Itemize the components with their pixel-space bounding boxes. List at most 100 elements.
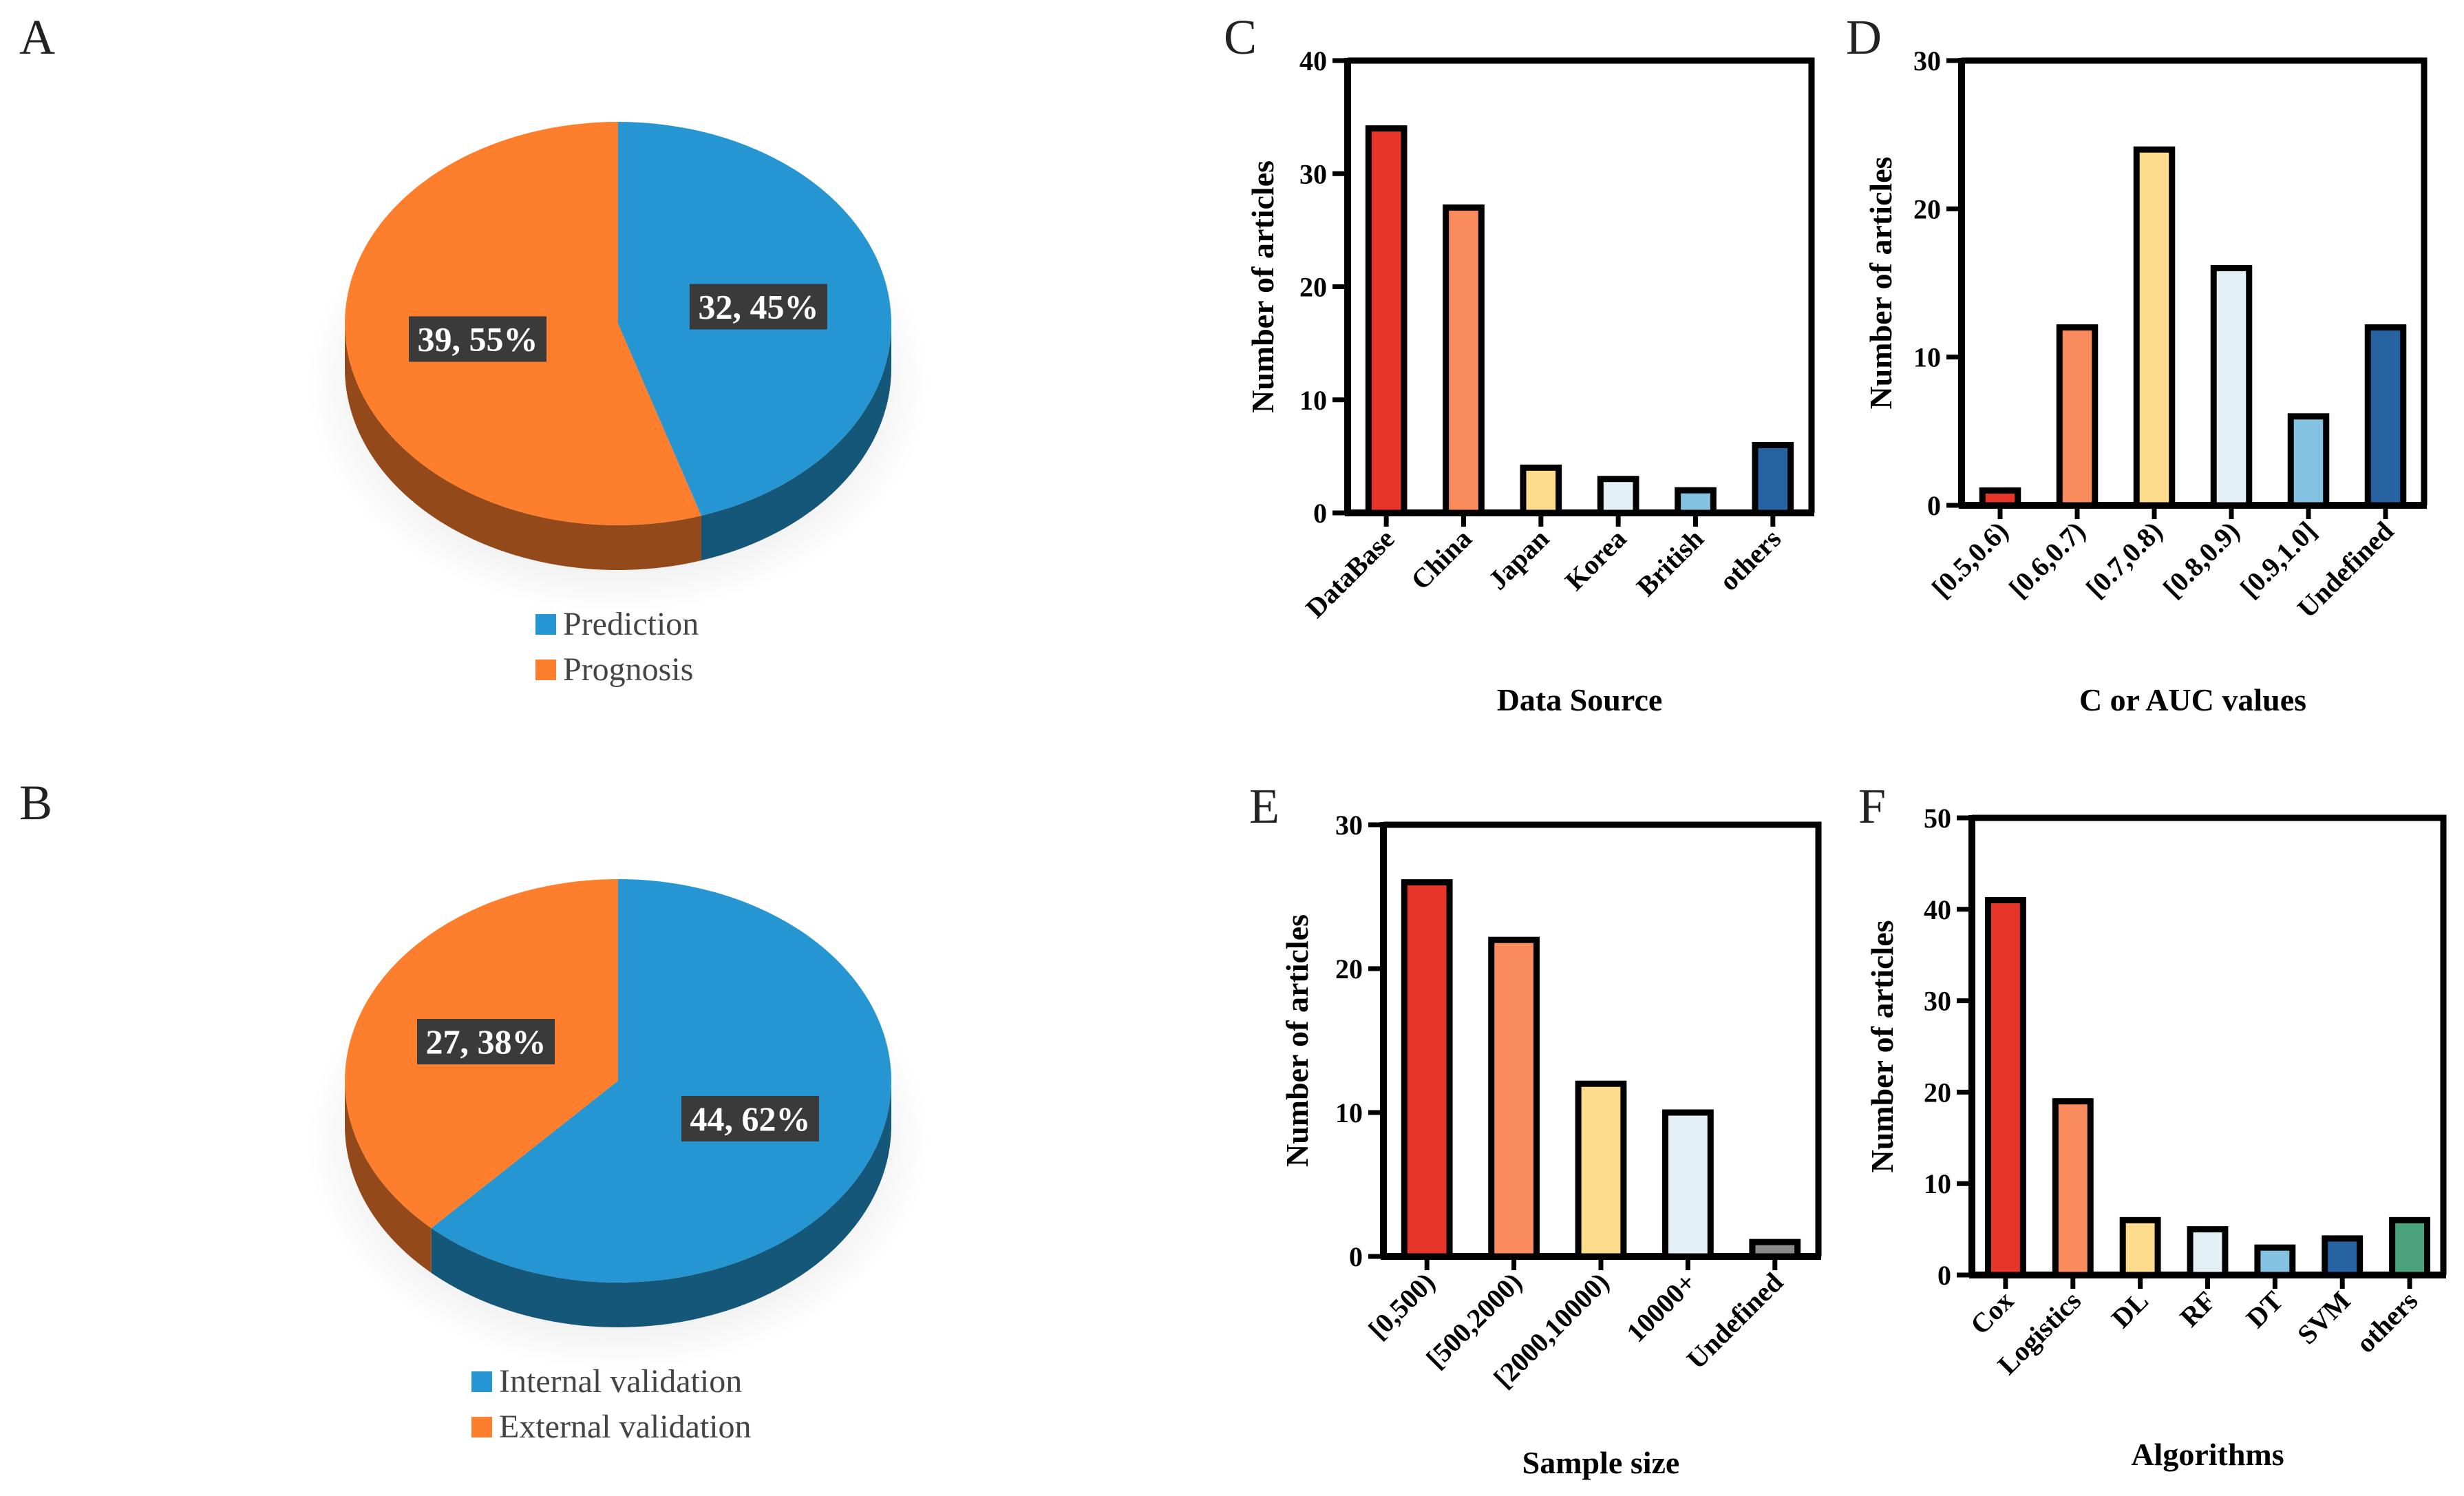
pie-label-box <box>681 1095 820 1141</box>
y-tick-label: 10 <box>1299 385 1327 416</box>
pie-chart-b: 44, 62% 27, 38% Internal validation Externa… <box>307 879 929 1445</box>
y-tick-label: 20 <box>1913 193 1941 224</box>
legend-item-external-validation: External validation <box>499 1409 752 1445</box>
bar-0-7-0-8 <box>2133 146 2176 509</box>
bar-10000 <box>1662 1109 1714 1260</box>
bar-500-2000 <box>1488 936 1540 1260</box>
bar-japan <box>1520 464 1562 516</box>
bar-chart-d: 0 10 20 30 [0.5,0.6)[0.6,0.7)[0.7,0.8)[0.8,0… <box>1863 45 2428 717</box>
plot-frame <box>1383 821 1822 1256</box>
y-tick-label: 0 <box>1937 1260 1951 1291</box>
panel-letter-d: D <box>1846 10 1882 65</box>
x-tick-label: China <box>1405 523 1478 596</box>
x-tick-label: [0.6,0.7) <box>2003 516 2091 604</box>
bar-others <box>2389 1216 2431 1278</box>
pie-label-box <box>689 284 827 330</box>
x-axis-title: Algorithms <box>2131 1437 2284 1472</box>
bar-cox <box>1984 897 2026 1278</box>
x-tick-label: DataBase <box>1299 523 1401 624</box>
x-tick-label: [0.7,0.8) <box>2080 516 2168 604</box>
bar-0-9-1-0 <box>2287 413 2330 509</box>
bar-british <box>1675 487 1717 516</box>
legend-item-internal-validation: Internal validation <box>499 1363 742 1400</box>
bar-undefined <box>1749 1239 1801 1260</box>
legend-item-prediction: Prediction <box>563 606 699 642</box>
x-tick-label: [0.8,0.9) <box>2157 516 2245 604</box>
y-tick-label: 10 <box>1924 1168 1951 1199</box>
x-tick-label: DL <box>2105 1285 2154 1334</box>
bar-0-8-0-9 <box>2210 264 2253 509</box>
y-axis-title: Number of articles <box>1279 914 1315 1167</box>
x-tick-label: Undefined <box>1681 1267 1789 1376</box>
y-tick-label: 20 <box>1299 272 1327 303</box>
x-tick-label: Japan <box>1482 523 1555 596</box>
x-tick-label: British <box>1631 523 1710 602</box>
pie-side-external-validation <box>344 1081 432 1273</box>
bar-0-500 <box>1401 879 1453 1260</box>
panel-letter-f: F <box>1858 779 1886 834</box>
y-tick-label: 0 <box>1349 1241 1363 1272</box>
y-axis-title: Number of articles <box>1865 920 1900 1172</box>
y-tick-label: 10 <box>1335 1097 1363 1128</box>
bar-svm <box>2322 1235 2364 1278</box>
bar-china <box>1443 204 1485 516</box>
panel-letter-b: B <box>19 775 52 830</box>
bar-logistics <box>2052 1098 2094 1278</box>
pie-data-label: 44, 62% <box>681 1095 820 1141</box>
x-tick-label: SVM <box>2291 1285 2357 1351</box>
y-tick-label: 0 <box>1313 498 1327 529</box>
y-axis-title: Number of articles <box>1863 156 1898 409</box>
y-tick-label: 40 <box>1299 45 1327 76</box>
panel-letter-e: E <box>1249 779 1279 834</box>
pie-label-text: 27, 38% <box>425 1022 546 1061</box>
y-axis-title: Number of articles <box>1245 160 1280 413</box>
bar-rf <box>2187 1226 2229 1278</box>
pie-data-label: 27, 38% <box>416 1019 555 1065</box>
legend-swatch <box>471 1417 492 1437</box>
plot-frame <box>1962 57 2428 505</box>
x-axis-title: Sample size <box>1522 1445 1680 1480</box>
y-tick-label: 20 <box>1335 954 1363 984</box>
pie-label-box <box>416 1019 555 1065</box>
pie-side-prognosis <box>345 324 702 570</box>
plot-frame <box>1348 57 1815 513</box>
bar-korea <box>1597 476 1639 516</box>
x-tick-label: [0.5,0.6) <box>1926 516 2014 604</box>
y-tick-label: 40 <box>1924 894 1951 925</box>
bar-0-5-0-6 <box>1979 487 2021 509</box>
pie-side-internal-validation <box>431 1081 891 1328</box>
panel-letter-a: A <box>19 10 55 65</box>
x-tick-label: others <box>1713 523 1787 597</box>
legend-item-prognosis: Prognosis <box>563 651 693 688</box>
x-tick-label: RF <box>2174 1285 2222 1334</box>
y-tick-label: 50 <box>1924 803 1951 834</box>
bar-dl <box>2119 1216 2161 1278</box>
x-tick-label: [0,500) <box>1362 1267 1441 1345</box>
plot-frame <box>1972 814 2447 1275</box>
pie-side-prediction <box>701 324 891 561</box>
bar-database <box>1365 125 1408 516</box>
y-tick-label: 10 <box>1913 342 1941 373</box>
x-tick-label: Korea <box>1559 523 1633 597</box>
x-tick-label: others <box>2350 1285 2423 1359</box>
x-tick-label: Cox <box>1964 1285 2020 1341</box>
bar-others <box>1752 441 1794 516</box>
bar-2000-10000 <box>1575 1080 1627 1260</box>
pie-label-box <box>409 316 547 362</box>
panel-letter-c: C <box>1224 10 1257 65</box>
y-tick-label: 0 <box>1927 490 1941 521</box>
y-tick-label: 30 <box>1924 986 1951 1017</box>
x-tick-label: DT <box>2240 1285 2289 1334</box>
y-tick-label: 30 <box>1913 45 1941 76</box>
legend-swatch <box>471 1371 492 1392</box>
y-tick-label: 30 <box>1335 810 1363 841</box>
bar-0-6-0-7 <box>2056 324 2099 509</box>
pie-data-label: 39, 55% <box>409 316 547 362</box>
bar-undefined <box>2364 324 2407 509</box>
pie-data-label: 32, 45% <box>689 284 827 330</box>
